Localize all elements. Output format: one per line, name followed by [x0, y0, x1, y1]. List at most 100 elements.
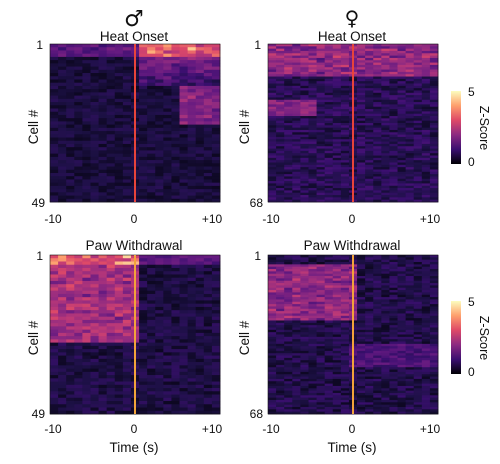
heatmap-cell — [187, 140, 197, 145]
heatmap-cell — [413, 374, 423, 377]
heatmap-cell — [74, 172, 83, 177]
heatmap-cell — [373, 57, 382, 61]
heatmap-cell — [139, 404, 148, 408]
heatmap-cell — [187, 271, 197, 275]
heatmap-cell — [357, 378, 366, 382]
heatmap-cell — [179, 313, 189, 318]
heatmap-cell — [413, 116, 423, 119]
heatmap-cell — [413, 339, 423, 342]
heatmap-cell — [381, 304, 390, 307]
heatmap-cell — [50, 176, 59, 180]
heatmap-cell — [308, 329, 317, 333]
heatmap-cell — [357, 155, 366, 159]
heatmap-cell — [389, 132, 398, 136]
heatmap-cell — [413, 353, 423, 356]
heatmap-cell — [90, 44, 99, 48]
heatmap-cell — [381, 123, 390, 126]
heatmap-cell — [90, 264, 99, 269]
heatmap-cell — [381, 102, 390, 105]
heatmap-cell — [324, 174, 334, 177]
heatmap-cell — [429, 167, 439, 170]
heatmap-cell — [203, 342, 213, 347]
heatmap-cell — [357, 123, 366, 126]
heatmap-cell — [365, 395, 374, 399]
heatmap-cell — [381, 269, 390, 272]
heatmap-cell — [429, 146, 439, 149]
heatmap-cell — [308, 48, 317, 52]
heatmap-cell — [308, 308, 317, 312]
heatmap-cell — [308, 150, 317, 154]
heatmap-cell — [284, 120, 293, 124]
heatmap-cell — [429, 148, 439, 152]
heatmap-cell — [365, 339, 374, 342]
heatmap-cell — [98, 69, 108, 74]
heatmap-cell — [179, 293, 189, 298]
heatmap-cell — [179, 185, 189, 190]
heatmap-cell — [292, 371, 301, 375]
heatmap-cell — [203, 124, 213, 129]
heatmap-cell — [203, 176, 213, 180]
heatmap-cell — [405, 271, 415, 275]
heatmap-cell — [357, 271, 366, 275]
heatmap-cell — [203, 401, 213, 405]
heatmap-cell — [397, 378, 407, 382]
heatmap-cell — [106, 375, 116, 379]
heatmap-cell — [114, 169, 124, 174]
heatmap-cell — [276, 48, 285, 52]
heatmap-cell — [90, 131, 99, 135]
heatmap-cell — [413, 97, 423, 101]
heatmap-cell — [147, 114, 156, 119]
heatmap-cell — [332, 378, 342, 382]
heatmap-cell — [405, 318, 415, 321]
heatmap-cell — [268, 357, 277, 361]
heatmap-cell — [90, 349, 99, 353]
heatmap-cell — [324, 273, 334, 277]
heatmap-cell — [58, 131, 67, 135]
heatmap-cell — [340, 74, 350, 77]
heatmap-cell — [405, 304, 415, 307]
heatmap-cell — [58, 277, 67, 282]
heatmap-cell — [421, 116, 431, 119]
heatmap-cell — [405, 278, 415, 282]
heatmap-cell — [268, 48, 277, 52]
heatmap-cell — [195, 102, 205, 106]
heatmap-cell — [429, 78, 439, 82]
heatmap-cell — [300, 404, 309, 408]
heatmap-cell — [357, 164, 366, 168]
heatmap-cell — [276, 315, 285, 319]
heatmap-cell — [421, 264, 431, 268]
heatmap-cell — [357, 176, 366, 180]
heatmap-cell — [300, 327, 309, 331]
heatmap-cell — [179, 85, 189, 90]
heatmap-cell — [413, 325, 423, 328]
heatmap-cell — [187, 358, 197, 363]
heatmap-cell — [300, 99, 309, 103]
heatmap-cell — [324, 306, 334, 310]
heatmap-cell — [122, 192, 132, 196]
heatmap-cell — [155, 195, 164, 200]
heatmap-cell — [139, 73, 148, 77]
heatmap-cell — [324, 139, 334, 142]
heatmap-cell — [122, 156, 132, 161]
heatmap-cell — [308, 109, 317, 112]
heatmap-cell — [340, 76, 350, 80]
heatmap-cell — [381, 55, 390, 59]
heatmap-cell — [365, 60, 374, 63]
heatmap-cell — [139, 105, 148, 109]
heatmap-cells — [268, 44, 439, 203]
heatmap-cell — [179, 258, 189, 262]
heatmap-cell — [365, 322, 374, 326]
heatmap-cell — [284, 262, 293, 265]
heatmap-cell — [365, 150, 374, 154]
heatmap-cell — [421, 271, 431, 275]
heatmap-cell — [74, 255, 83, 259]
heatmap-cell — [397, 85, 407, 89]
heatmap-cell — [300, 262, 309, 265]
heatmap-cell — [397, 53, 407, 57]
heatmap-cell — [340, 355, 350, 359]
heatmap-cell — [268, 111, 277, 115]
heatmap-cell — [373, 362, 382, 366]
heatmap-cell — [429, 292, 439, 296]
heatmap-cell — [268, 181, 277, 184]
heatmap-cell — [114, 339, 124, 344]
